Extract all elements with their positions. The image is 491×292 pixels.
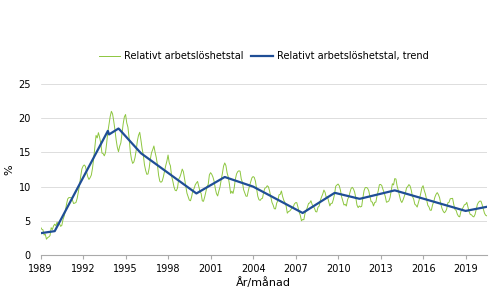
Line: Relativt arbetslöshetstal: Relativt arbetslöshetstal	[41, 111, 487, 239]
Line: Relativt arbetslöshetstal, trend: Relativt arbetslöshetstal, trend	[41, 128, 487, 233]
Relativt arbetslöshetstal	[57, 225, 63, 228]
Relativt arbetslöshetstal	[349, 186, 355, 189]
Legend: Relativt arbetslöshetstal, Relativt arbetslöshetstal, trend: Relativt arbetslöshetstal, Relativt arbe…	[99, 51, 429, 61]
Relativt arbetslöshetstal, trend	[348, 195, 354, 199]
Relativt arbetslöshetstal, trend	[56, 220, 62, 224]
Relativt arbetslöshetstal	[240, 181, 246, 184]
Relativt arbetslöshetstal, trend	[451, 206, 457, 209]
Relativt arbetslöshetstal	[109, 110, 114, 113]
Relativt arbetslöshetstal, trend	[38, 232, 44, 235]
Relativt arbetslöshetstal	[159, 180, 165, 183]
Y-axis label: %: %	[4, 164, 14, 175]
Relativt arbetslöshetstal	[366, 189, 372, 193]
Relativt arbetslöshetstal	[38, 225, 44, 229]
Relativt arbetslöshetstal	[484, 214, 490, 218]
X-axis label: År/månad: År/månad	[236, 277, 291, 288]
Relativt arbetslöshetstal	[452, 208, 458, 211]
Relativt arbetslöshetstal, trend	[115, 127, 121, 130]
Relativt arbetslöshetstal, trend	[158, 166, 164, 169]
Relativt arbetslöshetstal, trend	[365, 195, 371, 199]
Relativt arbetslöshetstal, trend	[484, 205, 490, 208]
Relativt arbetslöshetstal, trend	[238, 181, 244, 184]
Relativt arbetslöshetstal	[44, 237, 50, 241]
